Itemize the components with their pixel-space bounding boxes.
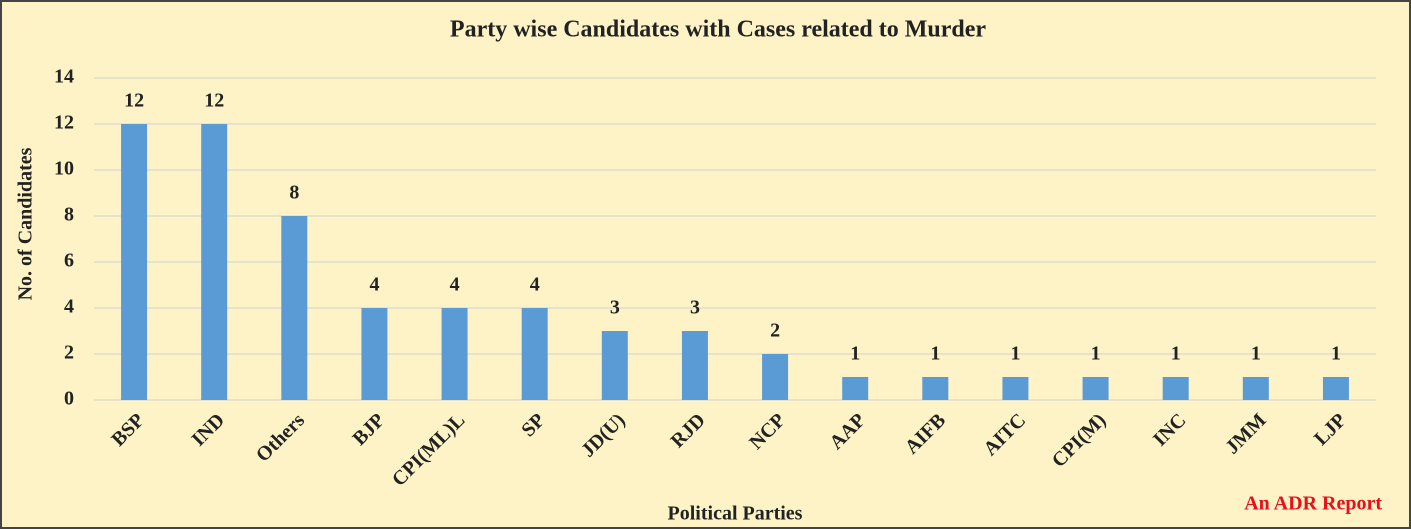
data-label: 4 (450, 274, 460, 296)
bar (521, 308, 548, 400)
y-tick-label: 8 (64, 204, 74, 226)
bar (1242, 377, 1269, 400)
data-label: 1 (850, 343, 860, 365)
bar (201, 124, 228, 400)
bar (922, 377, 949, 400)
bar (842, 377, 869, 400)
bar (1082, 377, 1109, 400)
bar (601, 331, 628, 400)
data-label: 12 (124, 90, 144, 112)
data-label: 1 (1091, 343, 1101, 365)
y-tick-label: 10 (54, 158, 74, 180)
data-label: 1 (1010, 343, 1020, 365)
data-label: 3 (610, 297, 620, 319)
chart-title: Party wise Candidates with Cases related… (450, 17, 987, 43)
data-label: 2 (770, 320, 780, 342)
data-label: 4 (530, 274, 540, 296)
y-tick-label: 0 (64, 388, 74, 410)
y-tick-label: 2 (64, 342, 74, 364)
data-label: 4 (369, 274, 379, 296)
bar (281, 216, 308, 400)
bar (441, 308, 468, 400)
bar (361, 308, 388, 400)
source-note: An ADR Report (1244, 493, 1382, 515)
data-label: 1 (1171, 343, 1181, 365)
bar (681, 331, 708, 400)
y-tick-label: 14 (54, 66, 74, 88)
bar (1322, 377, 1349, 400)
data-label: 3 (690, 297, 700, 319)
data-label: 1 (1251, 343, 1261, 365)
x-axis-label: Political Parties (668, 503, 803, 525)
bar (762, 354, 789, 400)
bar (1162, 377, 1189, 400)
data-label: 12 (204, 90, 224, 112)
data-label: 1 (930, 343, 940, 365)
y-tick-label: 4 (64, 296, 74, 318)
bar (121, 124, 148, 400)
bar (1002, 377, 1029, 400)
data-label: 1 (1331, 343, 1341, 365)
y-axis-label: No. of Candidates (15, 147, 37, 300)
y-tick-label: 6 (64, 250, 74, 272)
y-tick-label: 12 (54, 112, 74, 134)
data-label: 8 (289, 182, 299, 204)
